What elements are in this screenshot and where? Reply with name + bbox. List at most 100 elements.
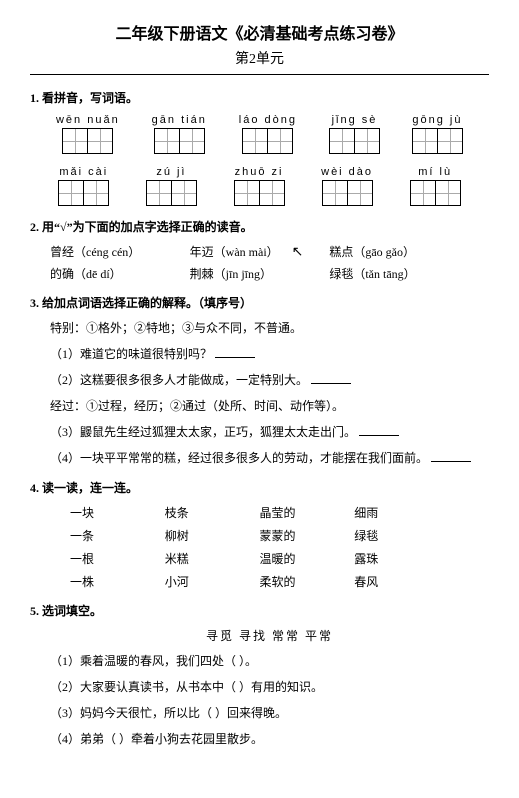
match-item: 一块: [70, 504, 165, 521]
tian-cell[interactable]: [322, 180, 348, 206]
pinyin-text: zhuō zi: [235, 166, 284, 178]
tian-cell[interactable]: [410, 180, 436, 206]
pinyin-text: zú jì: [156, 166, 186, 178]
section3-head: 3. 给加点词语选择正确的解释。（填序号）: [30, 294, 489, 311]
tian-grid[interactable]: [62, 128, 113, 154]
match-item: 柔软的: [260, 573, 355, 590]
match-item: 温暖的: [260, 550, 355, 567]
section5-body: 寻觅 寻找 常常 平常 （1）乘着温暖的春风，我们四处（ ）。 （2）大家要认真…: [50, 627, 489, 748]
section4-head: 4. 读一读，连一连。: [30, 479, 489, 496]
tian-grid[interactable]: [146, 180, 197, 206]
match-item: 小河: [165, 573, 260, 590]
tian-grid[interactable]: [234, 180, 285, 206]
word-bank: 寻觅 寻找 常常 平常: [50, 627, 489, 644]
match-item: 米糕: [165, 550, 260, 567]
tian-cell[interactable]: [62, 128, 88, 154]
pinyin-block: gān tián: [152, 114, 207, 154]
pinyin-block: mǎi cài: [58, 166, 109, 206]
s5-q4: （4）弟弟（ ）牵着小狗去花园里散步。: [50, 730, 489, 748]
blank[interactable]: [215, 345, 255, 358]
match-item: 一株: [70, 573, 165, 590]
t: （1）难道它的味道很特别吗？: [50, 347, 212, 361]
tian-grid[interactable]: [410, 180, 461, 206]
pinyin-text: wēn nuǎn: [56, 114, 120, 126]
pinyin-text: láo dòng: [239, 114, 297, 126]
s3-q3: （3）鼹鼠先生经过狐狸太太家，正巧，狐狸太太走出门。: [50, 423, 489, 441]
blank[interactable]: [359, 423, 399, 436]
section2-head: 2. 用“√”为下面的加点字选择正确的读音。: [30, 218, 489, 235]
tian-cell[interactable]: [329, 128, 355, 154]
s3-def1: 特别：①格外；②特地；③与众不同，不普通。: [50, 319, 489, 337]
tian-grid[interactable]: [154, 128, 205, 154]
pinyin-text: wèi dào: [321, 166, 373, 178]
tian-cell[interactable]: [146, 180, 172, 206]
tian-grid[interactable]: [329, 128, 380, 154]
match-item: 春风: [354, 573, 449, 590]
tian-grid[interactable]: [242, 128, 293, 154]
match-item: 露珠: [354, 550, 449, 567]
tian-cell[interactable]: [347, 180, 373, 206]
pinyin-row: mǎi cài zú jì zhuō zi wèi dào mí lù: [40, 166, 479, 206]
match-item: 柳树: [165, 527, 260, 544]
match-row: 一块枝条晶莹的细雨: [70, 504, 449, 521]
tian-cell[interactable]: [171, 180, 197, 206]
pinyin-block: wèi dào: [321, 166, 373, 206]
pinyin-text: gān tián: [152, 114, 207, 126]
s2-item: 曾经（céng cén）: [50, 243, 190, 261]
blank[interactable]: [431, 449, 471, 462]
section1-body: wēn nuǎn gān tián láo dòng jǐng sè gōng jù mǎ…: [30, 114, 489, 206]
worksheet-page: 二年级下册语文《必清基础考点练习卷》 第2单元 1. 看拼音，写词语。 wēn …: [0, 0, 519, 776]
pinyin-block: mí lù: [410, 166, 461, 206]
tian-cell[interactable]: [435, 180, 461, 206]
s3-q1: （1）难道它的味道很特别吗？: [50, 345, 489, 363]
pinyin-block: zhuō zi: [234, 166, 285, 206]
tian-cell[interactable]: [154, 128, 180, 154]
pinyin-text: mí lù: [418, 166, 452, 178]
match-item: 一根: [70, 550, 165, 567]
tian-grid[interactable]: [412, 128, 463, 154]
page-title: 二年级下册语文《必清基础考点练习卷》: [30, 20, 489, 44]
tian-cell[interactable]: [437, 128, 463, 154]
tian-cell[interactable]: [259, 180, 285, 206]
t: （4）一块平平常常的糕，经过很多很多人的劳动，才能摆在我们面前。: [50, 451, 428, 465]
s2-item: 糕点（gāo gǎo）: [329, 243, 469, 261]
pinyin-block: láo dòng: [239, 114, 297, 154]
page-subtitle: 第2单元: [30, 48, 489, 68]
s2-text: 年迈（wàn mài）: [190, 245, 279, 259]
s2-row-1: 曾经（céng cén） 年迈（wàn mài） ↖ 糕点（gāo gǎo）: [50, 243, 469, 261]
section1-head: 1. 看拼音，写词语。: [30, 89, 489, 106]
pinyin-row: wēn nuǎn gān tián láo dòng jǐng sè gōng jù: [40, 114, 479, 154]
tian-grid[interactable]: [58, 180, 109, 206]
tian-cell[interactable]: [267, 128, 293, 154]
tian-cell[interactable]: [83, 180, 109, 206]
s5-q3: （3）妈妈今天很忙，所以比（ ）回来得晚。: [50, 704, 489, 722]
tian-cell[interactable]: [87, 128, 113, 154]
blank[interactable]: [311, 371, 351, 384]
match-item: 枝条: [165, 504, 260, 521]
pinyin-block: zú jì: [146, 166, 197, 206]
section5-head: 5. 选词填空。: [30, 602, 489, 619]
tian-cell[interactable]: [412, 128, 438, 154]
s2-item: 荆棘（jīn jīng）: [190, 265, 330, 282]
s3-def2: 经过：①过程，经历；②通过（处所、时间、动作等）。: [50, 397, 489, 415]
s2-item: 的确（dē dí）: [50, 265, 190, 282]
s5-q1: （1）乘着温暖的春风，我们四处（ ）。: [50, 652, 489, 670]
s2-row-2: 的确（dē dí） 荆棘（jīn jīng） 绿毯（tǎn tāng）: [50, 265, 469, 282]
tian-cell[interactable]: [58, 180, 84, 206]
match-row: 一株小河柔软的春风: [70, 573, 449, 590]
pinyin-text: mǎi cài: [59, 166, 108, 178]
tian-cell[interactable]: [354, 128, 380, 154]
s2-item: 绿毯（tǎn tāng）: [329, 265, 469, 282]
tian-cell[interactable]: [179, 128, 205, 154]
tian-cell[interactable]: [242, 128, 268, 154]
divider: [30, 74, 489, 75]
tian-cell[interactable]: [234, 180, 260, 206]
tian-grid[interactable]: [322, 180, 373, 206]
s2-item: 年迈（wàn mài） ↖: [190, 243, 330, 261]
t: （2）这糕要很多很多人才能做成，一定特别大。: [50, 373, 308, 387]
s3-q4: （4）一块平平常常的糕，经过很多很多人的劳动，才能摆在我们面前。: [50, 449, 489, 467]
pinyin-block: jǐng sè: [329, 114, 380, 154]
pinyin-text: gōng jù: [412, 114, 462, 126]
section4-body: 一块枝条晶莹的细雨一条柳树蒙蒙的绿毯一根米糕温暖的露珠一株小河柔软的春风: [30, 504, 489, 590]
pinyin-text: jǐng sè: [332, 114, 378, 126]
